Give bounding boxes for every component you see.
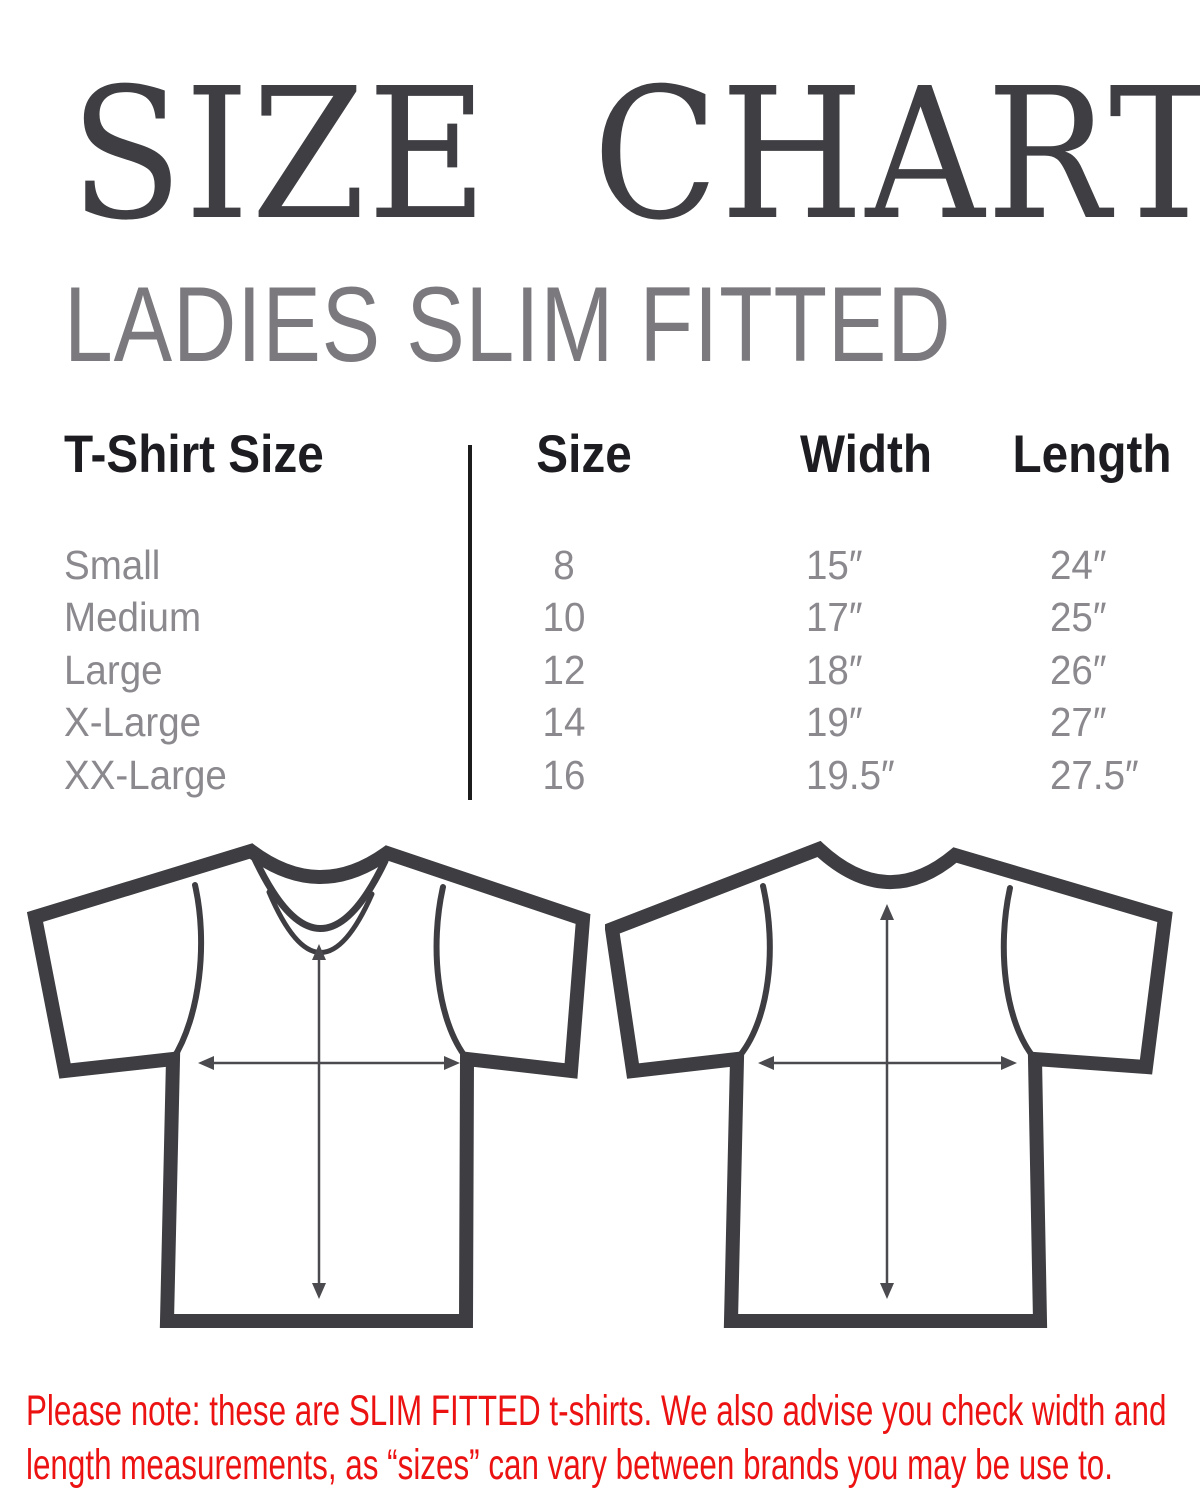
slim-fitted-note: Please note: these are SLIM FITTED t-shi…	[26, 1384, 1166, 1492]
table-row-size: 16	[542, 752, 586, 798]
vertical-divider	[468, 445, 472, 800]
left-sleeve-seam	[170, 882, 205, 1062]
table-row-width: 18″	[806, 647, 863, 693]
table-row-width: 15″	[806, 542, 863, 588]
page-title: SIZE CHART	[70, 49, 1200, 260]
table-row-length: 24″	[1050, 542, 1107, 588]
table-row-width: 19.5″	[806, 752, 895, 798]
length-arrow	[312, 944, 326, 1299]
table-row-label: Medium	[64, 594, 202, 640]
table-row-length: 26″	[1050, 647, 1107, 693]
table-row-length: 25″	[1050, 594, 1107, 640]
page-subtitle: LADIES SLIM FITTED	[64, 264, 952, 384]
table-row-label: Large	[64, 647, 163, 693]
note-line-2: length measurements, as “sizes” can vary…	[26, 1441, 1113, 1490]
table-row-length: 27″	[1050, 699, 1107, 745]
tshirt-back-diagram-icon	[605, 840, 1173, 1328]
table-row-size: 12	[542, 647, 586, 693]
left-sleeve-seam	[734, 883, 773, 1062]
column-header-length: Length	[1012, 425, 1172, 484]
tshirt-front-diagram-icon	[26, 843, 591, 1328]
width-arrow	[198, 1056, 460, 1070]
table-row-label: Small	[64, 542, 161, 588]
column-header-tshirt-size: T-Shirt Size	[64, 425, 324, 484]
table-row-size: 14	[542, 699, 586, 745]
table-row-label: XX-Large	[64, 752, 227, 798]
table-row-size: 10	[542, 594, 586, 640]
table-row-width: 19″	[806, 699, 863, 745]
collar-arc-outer	[251, 855, 389, 932]
right-sleeve-seam	[433, 884, 470, 1062]
tshirt-back-outline	[605, 840, 1173, 1328]
column-header-width: Width	[799, 425, 933, 484]
table-row-size: 8	[553, 542, 575, 588]
column-header-size: Size	[536, 425, 632, 484]
table-row-width: 17″	[806, 594, 863, 640]
note-line-1: Please note: these are SLIM FITTED t-shi…	[26, 1387, 1167, 1435]
width-arrow	[758, 1056, 1017, 1070]
length-arrow	[880, 904, 894, 1299]
tshirt-front-outline	[26, 843, 591, 1328]
right-sleeve-seam	[1000, 885, 1038, 1062]
table-row-length: 27.5″	[1050, 752, 1139, 798]
table-row-label: X-Large	[64, 699, 202, 745]
